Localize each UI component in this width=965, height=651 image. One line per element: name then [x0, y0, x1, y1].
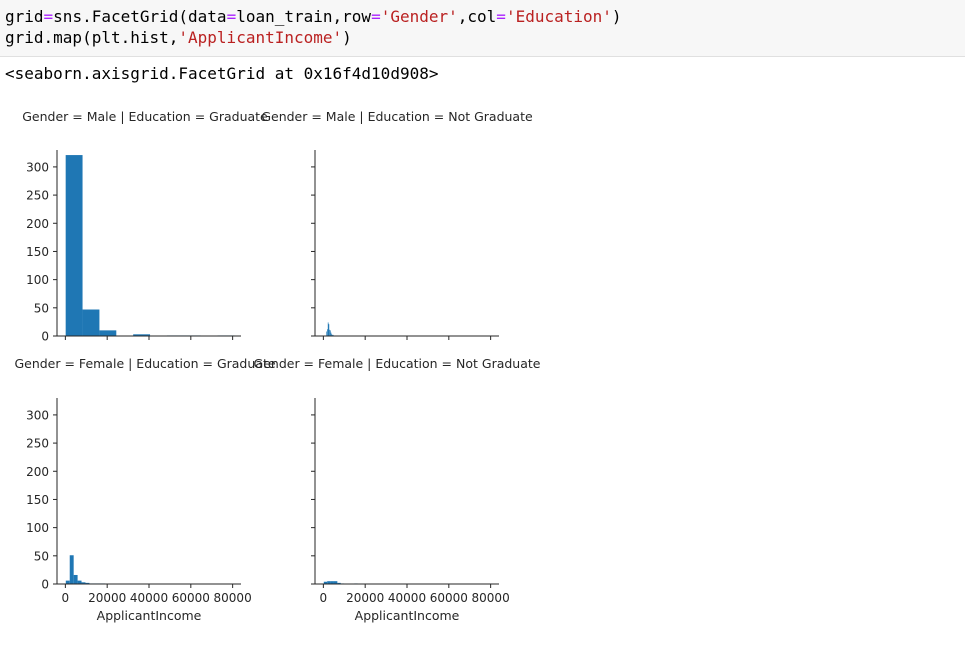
facet-grid-plot: Gender = Male | Education = Graduate 0 50 1… [14, 109, 541, 623]
code-line-1: grid=sns.FacetGrid(data=loan_train,row='… [5, 6, 622, 27]
histogram-bar [133, 334, 151, 336]
histogram-bar [337, 582, 341, 584]
y-tick-label: 250 [26, 437, 49, 451]
x-tick-label: 60000 [430, 591, 468, 605]
x-tick-label: 40000 [388, 591, 426, 605]
y-tick-label: 250 [26, 189, 49, 203]
x-tick-label: 0 [320, 591, 328, 605]
x-tick-label: 20000 [346, 591, 384, 605]
histogram-bar [65, 580, 70, 584]
y-tick-label: 100 [26, 521, 49, 535]
y-tick-label: 50 [34, 301, 49, 315]
histogram-bar [65, 155, 83, 336]
x-tick-label: 80000 [472, 591, 510, 605]
histogram-bar [99, 330, 117, 336]
x-tick-label: 20000 [88, 591, 126, 605]
code-token: 'Gender' [380, 7, 458, 26]
code-token: = [43, 7, 54, 26]
y-tick-label: 200 [26, 217, 49, 231]
x-tick-label: 80000 [214, 591, 252, 605]
facet-panel: Gender = Female | Education = Not Gradua… [254, 356, 541, 623]
facet-title: Gender = Male | Education = Graduate [22, 109, 268, 124]
histogram-bar [332, 334, 333, 336]
y-tick-label: 50 [34, 549, 49, 563]
histogram-bar [327, 322, 329, 336]
facet-title: Gender = Female | Education = Graduate [14, 356, 275, 371]
histogram-bar [69, 555, 74, 584]
code-token: sns.FacetGrid(data [53, 7, 227, 26]
y-tick-label: 0 [41, 578, 49, 592]
facet-panel: Gender = Male | Education = Not Graduate [261, 109, 533, 340]
histogram-bar [77, 580, 82, 584]
histogram-bar [329, 329, 330, 336]
output-repr-text: <seaborn.axisgrid.FacetGrid at 0x16f4d10… [5, 64, 439, 83]
code-token: ) [611, 7, 622, 26]
facet-panel: Gender = Female | Education = Graduate 0 5… [14, 356, 275, 623]
y-tick-label: 150 [26, 245, 49, 259]
histogram-bar [329, 330, 331, 336]
y-tick-label: 200 [26, 465, 49, 479]
y-tick-label: 300 [26, 160, 49, 174]
histogram-bar [81, 582, 86, 584]
histogram-bar [327, 581, 331, 584]
histogram-bar [73, 574, 78, 584]
histogram-bar [323, 581, 328, 584]
code-token: ) [342, 28, 352, 47]
code-input-cell[interactable]: grid=sns.FacetGrid(data=loan_train,row='… [0, 0, 965, 57]
x-axis-label: ApplicantIncome [97, 608, 202, 623]
histogram-bar [333, 581, 338, 584]
code-token: = [226, 7, 237, 26]
facet-panel: Gender = Male | Education = Graduate 0 50 1… [22, 109, 268, 344]
x-tick-label: 0 [62, 591, 70, 605]
code-token: loan_train,row [236, 7, 372, 26]
code-line-2: grid.map(plt.hist,'ApplicantIncome') [5, 27, 352, 48]
histogram-bar [326, 331, 328, 336]
y-tick-label: 150 [26, 493, 49, 507]
histogram-bar [330, 332, 332, 336]
histogram-bar [327, 329, 328, 336]
code-token: = [496, 7, 506, 26]
x-tick-label: 40000 [130, 591, 168, 605]
code-token: ,col [457, 7, 497, 26]
facet-title: Gender = Female | Education = Not Gradua… [254, 356, 541, 371]
histogram-bar [82, 309, 100, 336]
y-tick-label: 0 [41, 330, 49, 344]
histogram-bar [328, 324, 330, 336]
x-tick-label: 60000 [172, 591, 210, 605]
facet-title: Gender = Male | Education = Not Graduate [261, 109, 533, 124]
histogram-bar [332, 334, 334, 336]
code-token: 'Education' [505, 7, 612, 26]
code-token: grid [5, 7, 44, 26]
histogram-bar [85, 582, 90, 584]
histogram-bar [330, 581, 334, 584]
x-axis-label: ApplicantIncome [355, 608, 460, 623]
code-token: = [371, 7, 381, 26]
y-tick-label: 100 [26, 273, 49, 287]
histogram-bar [331, 334, 333, 336]
code-token: grid.map(plt.hist, [5, 28, 179, 47]
code-token: 'ApplicantIncome' [178, 28, 343, 47]
y-tick-label: 300 [26, 408, 49, 422]
